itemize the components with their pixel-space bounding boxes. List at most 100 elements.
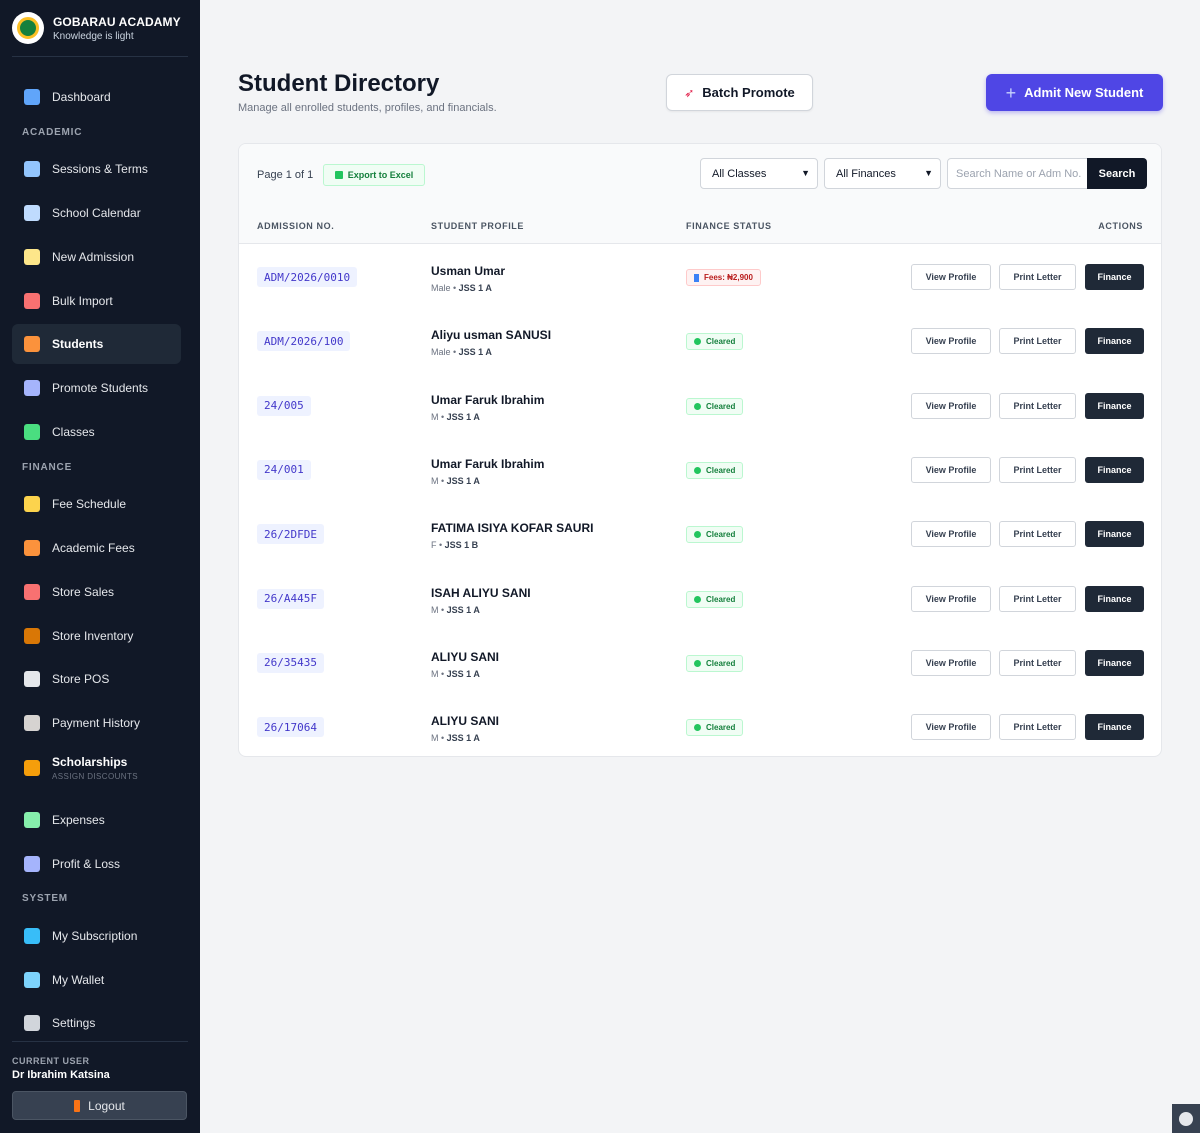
sidebar-item-new-admission[interactable]: New Admission <box>12 237 181 277</box>
class-filter-select[interactable]: All Classes ▼ <box>700 158 818 189</box>
finance-button[interactable]: Finance <box>1085 328 1144 355</box>
sidebar-item-store-pos[interactable]: Store POS <box>12 659 181 699</box>
admit-new-student-button[interactable]: + Admit New Student <box>986 74 1163 111</box>
sidebar-item-settings[interactable]: Settings <box>12 1003 181 1043</box>
sidebar-item-my-subscription[interactable]: My Subscription <box>12 916 181 956</box>
admission-number[interactable]: 26/2DFDE <box>257 524 324 545</box>
search-input[interactable]: Search Name or Adm No. <box>947 158 1088 189</box>
sidebar-item-sessions-terms[interactable]: Sessions & Terms <box>12 149 181 189</box>
section-finance: FINANCE <box>22 462 73 473</box>
chevron-down-icon: ▼ <box>801 168 810 178</box>
print-letter-button[interactable]: Print Letter <box>999 328 1076 355</box>
admission-number[interactable]: 24/005 <box>257 395 311 416</box>
finance-status-text: Cleared <box>706 337 736 347</box>
sidebar-item-academic-fees[interactable]: Academic Fees <box>12 528 181 568</box>
sidebar-item-expenses[interactable]: Expenses <box>12 800 181 840</box>
admission-number[interactable]: ADM/2026/100 <box>257 331 351 352</box>
admission-number[interactable]: 26/17064 <box>257 717 324 738</box>
print-letter-button[interactable]: Print Letter <box>999 649 1076 676</box>
student-class: JSS 1 A <box>446 668 480 679</box>
finance-button[interactable]: Finance <box>1085 521 1144 548</box>
chevron-down-icon: ▼ <box>924 168 933 178</box>
admission-number[interactable]: 26/A445F <box>257 588 324 609</box>
medal-icon <box>24 760 40 776</box>
sidebar-item-school-calendar[interactable]: School Calendar <box>12 193 181 233</box>
finance-status-badge: Cleared <box>686 397 744 415</box>
print-letter-button[interactable]: Print Letter <box>999 392 1076 419</box>
admission-number[interactable]: ADM/2026/0010 <box>257 267 358 287</box>
print-letter-button[interactable]: Print Letter <box>999 264 1076 290</box>
student-meta: M • JSS 1 A <box>431 668 480 679</box>
view-profile-button[interactable]: View Profile <box>911 714 991 741</box>
sidebar-item-payment-history[interactable]: Payment History <box>12 703 181 743</box>
sidebar-item-label: Sessions & Terms <box>52 162 148 176</box>
finance-status-badge: Cleared <box>686 654 744 672</box>
admit-label: Admit New Student <box>1024 85 1144 100</box>
sidebar-item-classes[interactable]: Classes <box>12 412 181 452</box>
student-meta: Male • JSS 1 A <box>431 283 492 293</box>
sidebar-item-profit-loss[interactable]: Profit & Loss <box>12 844 181 884</box>
student-gender: M <box>431 411 439 422</box>
table-row: 26/35435 ALIYU SANI M • JSS 1 A Cleared View… <box>239 631 1161 695</box>
view-profile-button[interactable]: View Profile <box>911 456 991 483</box>
table-row: 24/001 Umar Faruk Ibrahim M • JSS 1 A Clear… <box>239 438 1161 502</box>
green-circle-icon <box>694 531 701 539</box>
finance-button[interactable]: Finance <box>1085 264 1144 290</box>
sidebar-item-promote-students[interactable]: Promote Students <box>12 368 181 408</box>
finance-filter-select[interactable]: All Finances ▼ <box>824 158 941 189</box>
view-profile-button[interactable]: View Profile <box>911 264 991 290</box>
sidebar-item-scholarships[interactable]: Scholarships ASSIGN DISCOUNTS <box>12 748 181 788</box>
sidebar-item-bulk-import[interactable]: Bulk Import <box>12 281 181 321</box>
finance-status-badge: Cleared <box>686 333 744 351</box>
admission-number[interactable]: 24/001 <box>257 459 311 480</box>
view-profile-button[interactable]: View Profile <box>911 328 991 355</box>
view-profile-button[interactable]: View Profile <box>911 521 991 548</box>
sidebar-item-fee-schedule[interactable]: Fee Schedule <box>12 484 181 524</box>
view-profile-button[interactable]: View Profile <box>911 392 991 419</box>
green-circle-icon <box>694 595 701 603</box>
finance-button[interactable]: Finance <box>1085 456 1144 483</box>
graduation-icon <box>24 540 40 556</box>
student-class: JSS 1 A <box>446 411 480 422</box>
sidebar-item-label: Dashboard <box>52 90 111 104</box>
finance-status-text: Cleared <box>706 401 736 411</box>
sidebar-item-label: School Calendar <box>52 206 141 220</box>
finance-status-text: Cleared <box>706 658 736 668</box>
finance-button[interactable]: Finance <box>1085 649 1144 676</box>
finance-button[interactable]: Finance <box>1085 714 1144 741</box>
logout-button[interactable]: Logout <box>12 1091 187 1120</box>
search-button[interactable]: Search <box>1087 158 1147 189</box>
sidebar-item-label: Store POS <box>52 672 110 686</box>
print-letter-button[interactable]: Print Letter <box>999 585 1076 612</box>
export-excel-button[interactable]: Export to Excel <box>323 164 425 186</box>
sidebar-item-students[interactable]: Students <box>12 324 181 364</box>
sidebar: GOBARAU ACADAMY Knowledge is light Dashb… <box>0 0 200 1133</box>
current-user-panel: CURRENT USER Dr Ibrahim Katsina Logout <box>12 1041 188 1120</box>
print-letter-button[interactable]: Print Letter <box>999 456 1076 483</box>
sidebar-item-my-wallet[interactable]: My Wallet <box>12 960 181 1000</box>
finance-status-text: Fees: ₦2,900 <box>704 273 753 282</box>
student-icon <box>24 336 40 352</box>
student-name: ISAH ALIYU SANI <box>431 585 531 600</box>
sidebar-item-dashboard[interactable]: Dashboard <box>12 77 181 117</box>
finance-status-text: Cleared <box>706 723 736 733</box>
print-letter-button[interactable]: Print Letter <box>999 521 1076 548</box>
sidebar-item-store-sales[interactable]: Store Sales <box>12 572 181 612</box>
batch-promote-button[interactable]: ➶ Batch Promote <box>666 74 813 111</box>
finance-button[interactable]: Finance <box>1085 585 1144 612</box>
chart-icon <box>24 856 40 872</box>
sidebar-item-store-inventory[interactable]: Store Inventory <box>12 616 181 656</box>
admission-number[interactable]: 26/35435 <box>257 652 324 673</box>
floating-widget[interactable] <box>1172 1104 1200 1133</box>
student-gender: M <box>431 733 439 744</box>
green-circle-icon <box>694 724 701 732</box>
finance-button[interactable]: Finance <box>1085 392 1144 419</box>
student-name: ALIYU SANI <box>431 714 500 729</box>
col-student-profile: STUDENT PROFILE <box>431 221 525 231</box>
print-letter-button[interactable]: Print Letter <box>999 714 1076 741</box>
view-profile-button[interactable]: View Profile <box>911 585 991 612</box>
view-profile-button[interactable]: View Profile <box>911 649 991 676</box>
student-class: JSS 1 B <box>444 540 479 551</box>
student-class: JSS 1 A <box>446 475 480 486</box>
bank-icon <box>24 715 40 731</box>
